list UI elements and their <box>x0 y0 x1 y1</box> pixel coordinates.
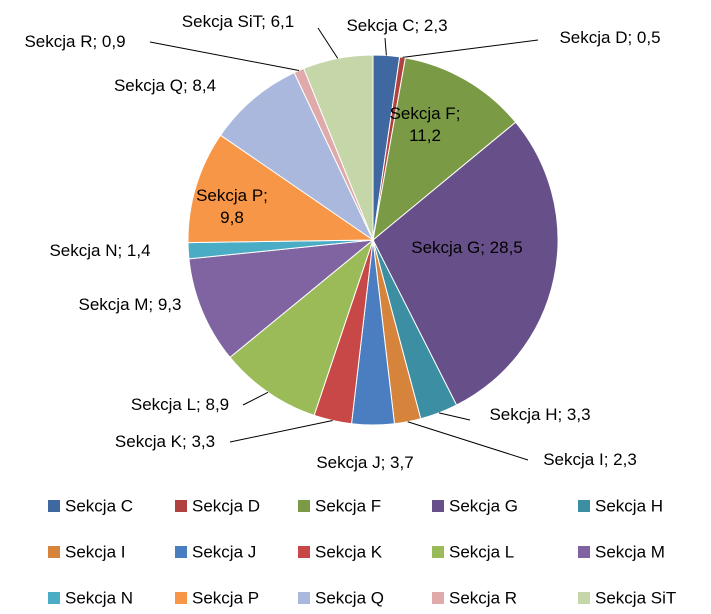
legend-swatch <box>298 500 310 512</box>
pie-slice <box>219 71 375 242</box>
leader-line <box>384 37 387 56</box>
legend-swatch <box>432 592 444 604</box>
data-label: Sekcja P; 9,8 <box>196 186 268 227</box>
legend-label: Sekcja G <box>449 496 518 515</box>
data-label: Sekcja SiT; 6,1 <box>181 12 295 31</box>
legend-swatch <box>298 546 310 558</box>
data-label: Sekcja J; 3,7 <box>316 453 414 472</box>
legend-label: Sekcja H <box>595 496 663 515</box>
legend-label: Sekcja L <box>449 542 514 561</box>
legend-label: Sekcja F <box>315 496 381 515</box>
data-label: Sekcja F; 11,2 <box>389 104 461 145</box>
data-label: Sekcja D; 0,5 <box>559 28 661 47</box>
pie-slice <box>372 121 559 406</box>
pie-slice <box>188 239 375 359</box>
leader-line <box>438 412 471 421</box>
pie-slice <box>372 57 517 242</box>
legend-label: Sekcja R <box>449 588 517 607</box>
data-label: Sekcja M; 9,3 <box>78 295 182 314</box>
data-label: Sekcja C; 2,3 <box>346 16 448 35</box>
pie-slice <box>187 134 375 244</box>
legend-swatch <box>175 500 187 512</box>
legend-label: Sekcja N <box>65 588 133 607</box>
leader-line <box>242 391 269 406</box>
legend-swatch <box>578 546 590 558</box>
data-label: Sekcja K; 3,3 <box>114 432 216 451</box>
leader-line <box>402 39 539 58</box>
legend-swatch <box>48 592 60 604</box>
legend-swatch <box>175 546 187 558</box>
leader-line <box>229 420 333 443</box>
data-label: Sekcja L; 8,9 <box>130 395 230 414</box>
leader-line <box>407 421 529 461</box>
legend-label: Sekcja SiT <box>595 588 676 607</box>
legend-swatch <box>578 500 590 512</box>
data-label: Sekcja N; 1,4 <box>49 241 151 260</box>
legend-label: Sekcja I <box>65 542 125 561</box>
leader-line <box>149 41 300 71</box>
legend-swatch <box>48 546 60 558</box>
legend-swatch <box>432 546 444 558</box>
legend-label: Sekcja K <box>315 542 383 561</box>
data-label: Sekcja I; 2,3 <box>543 450 637 469</box>
data-label: Sekcja R; 0,9 <box>24 32 126 51</box>
legend-swatch <box>175 592 187 604</box>
data-label: Sekcja Q; 8,4 <box>113 76 217 95</box>
leader-line <box>317 27 339 59</box>
legend-label: Sekcja Q <box>315 588 384 607</box>
data-label: Sekcja G; 28,5 <box>411 238 523 257</box>
legend-swatch <box>578 592 590 604</box>
legend-label: Sekcja P <box>192 588 259 607</box>
legend-label: Sekcja D <box>192 496 260 515</box>
legend-label: Sekcja J <box>192 542 256 561</box>
legend-label: Sekcja M <box>595 542 665 561</box>
pie-slice <box>303 54 374 241</box>
legend-swatch <box>48 500 60 512</box>
data-label: Sekcja H; 3,3 <box>489 405 591 424</box>
legend-label: Sekcja C <box>65 496 133 515</box>
legend-swatch <box>298 592 310 604</box>
legend-swatch <box>432 500 444 512</box>
